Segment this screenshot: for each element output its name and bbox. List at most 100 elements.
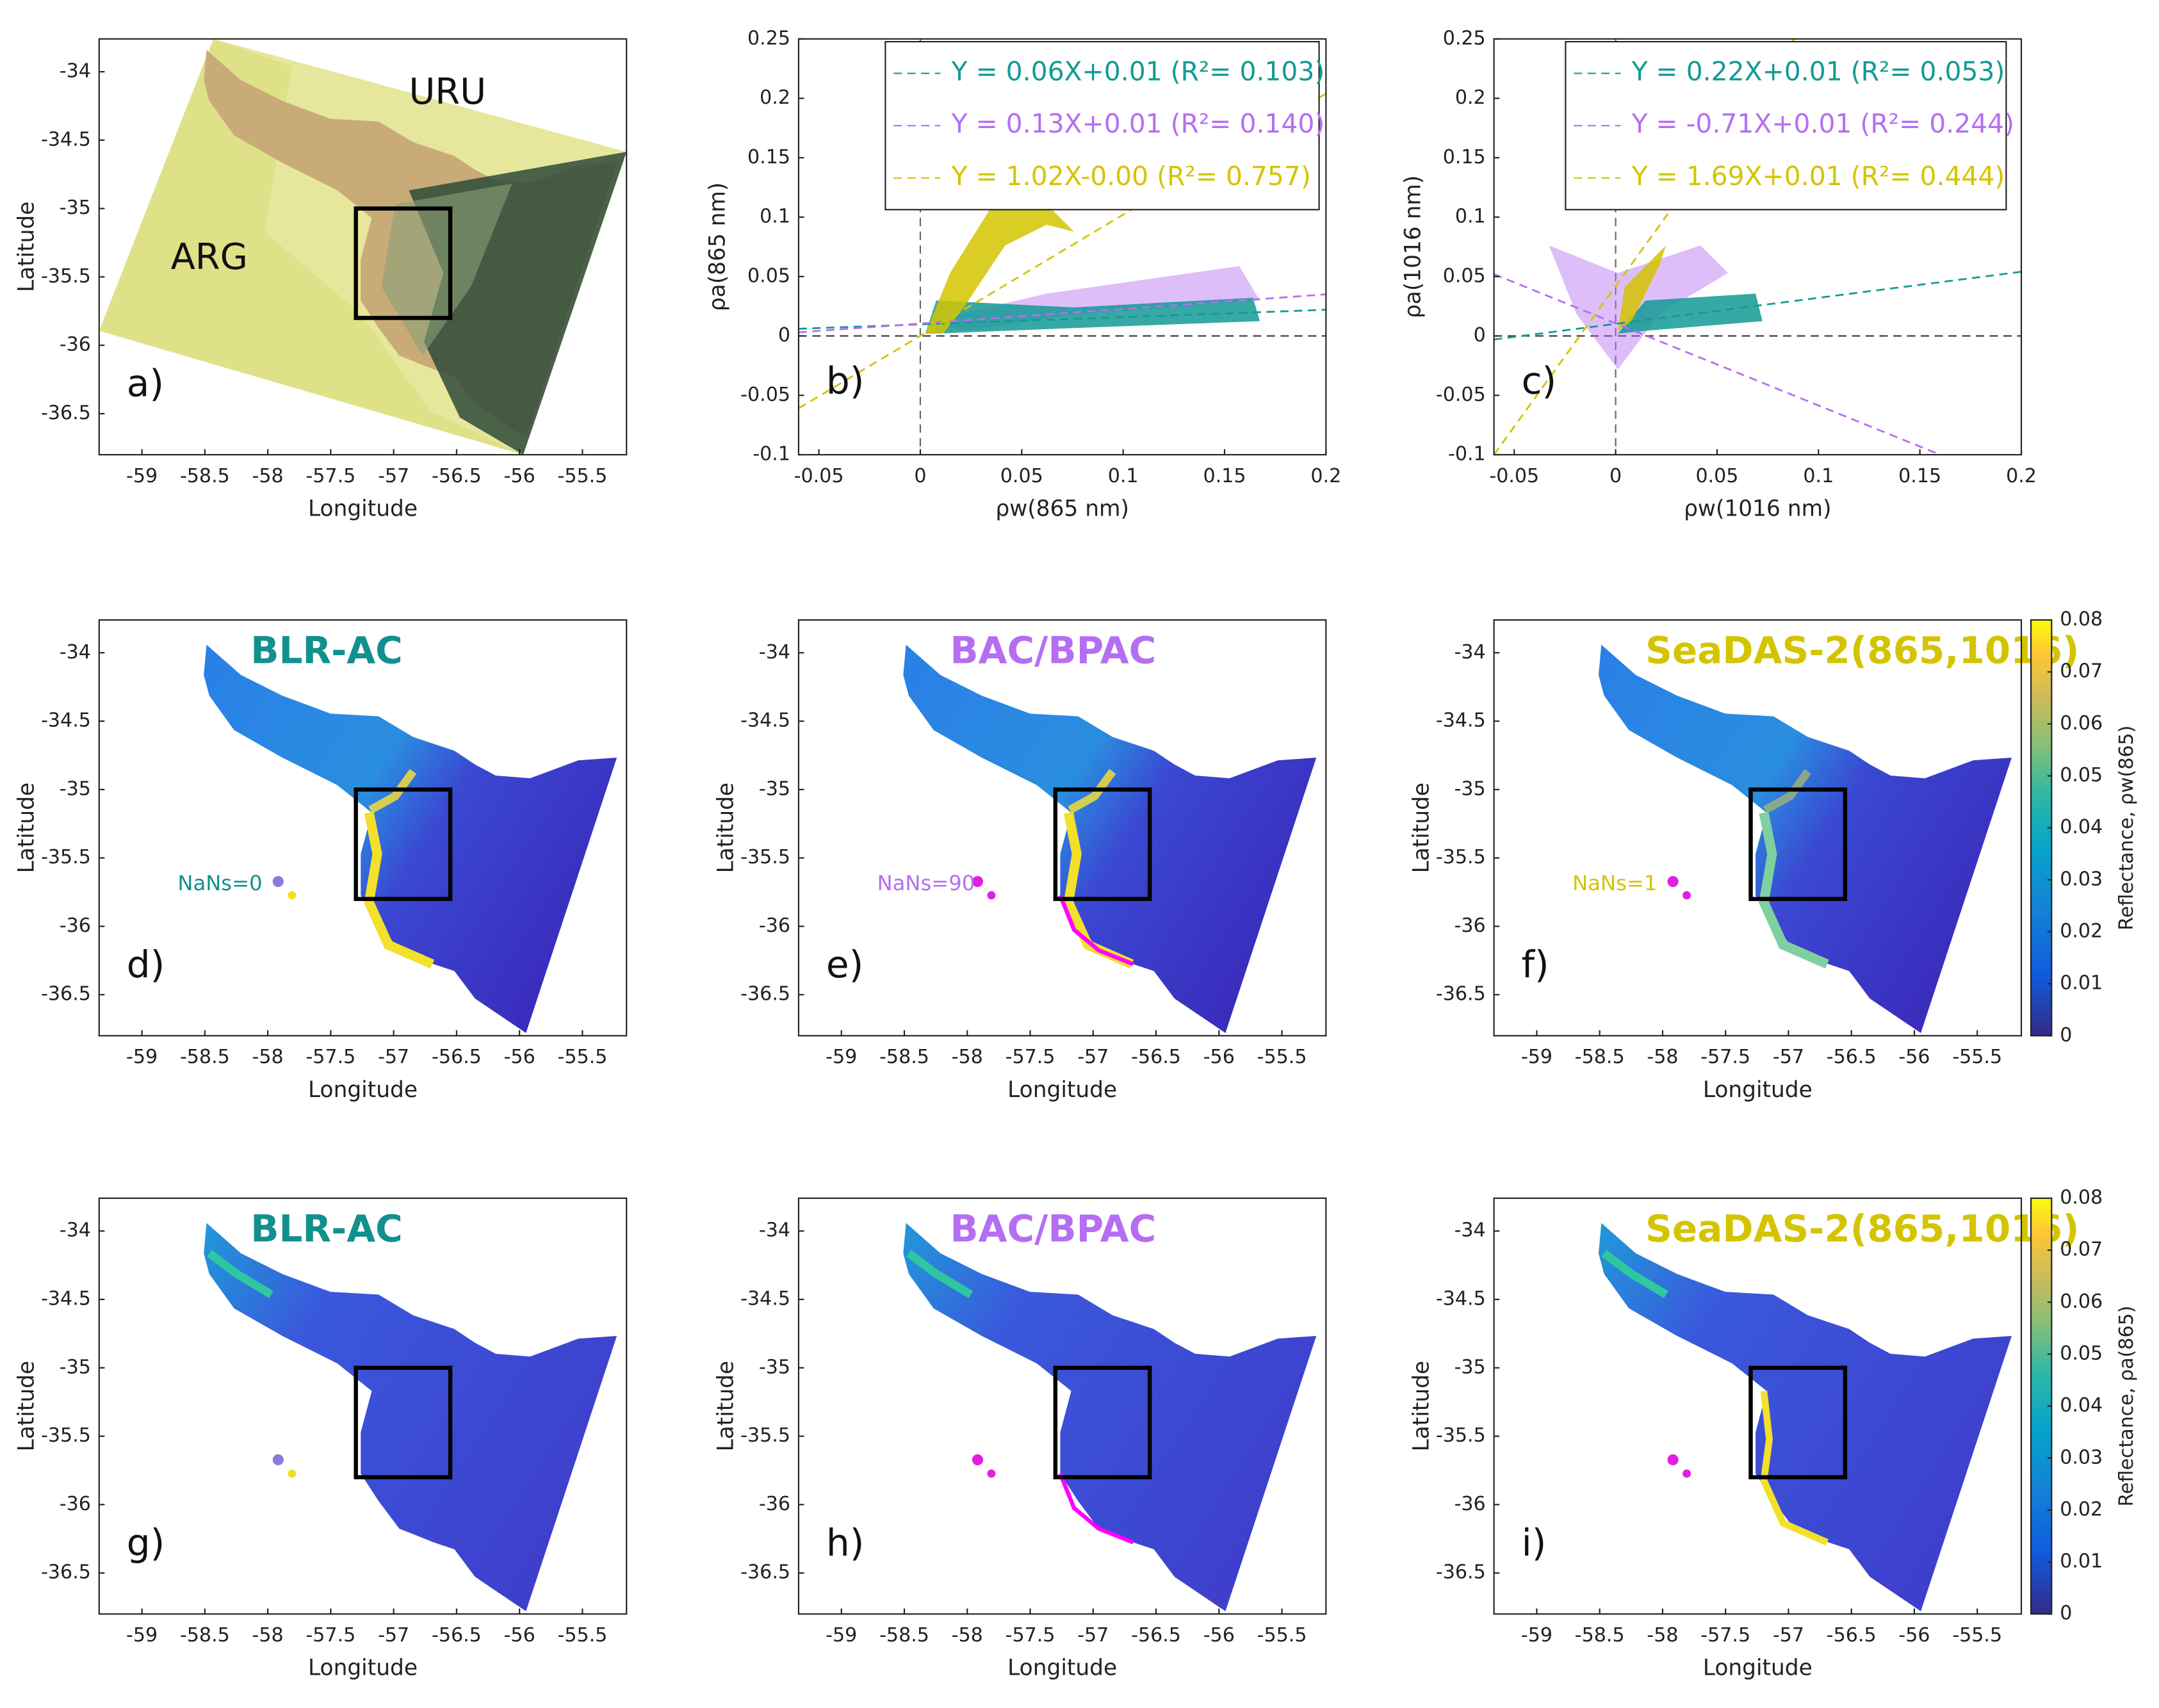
water-mask bbox=[903, 644, 1317, 1033]
map-title: BLR-AC bbox=[250, 1207, 402, 1251]
x-axis-label: Longitude bbox=[308, 1655, 418, 1681]
y-tick-label: -35.5 bbox=[740, 1424, 790, 1447]
island-pixels bbox=[1682, 1469, 1691, 1478]
panel-label: e) bbox=[826, 943, 863, 986]
y-tick-label: 0.15 bbox=[747, 146, 790, 168]
colorbar-tick-label: 0.07 bbox=[2060, 1239, 2103, 1261]
region-box bbox=[1748, 787, 1848, 901]
x-tick-label: -57.5 bbox=[1700, 1046, 1750, 1068]
x-tick-label: -56.5 bbox=[432, 1046, 482, 1068]
island-pixels bbox=[972, 1454, 984, 1466]
legend-entry: Y = 1.69X+0.01 (R²= 0.444) bbox=[1631, 161, 2005, 191]
x-tick-label: -56 bbox=[1203, 1046, 1235, 1068]
region-box bbox=[1053, 787, 1152, 901]
y-tick-label: 0.05 bbox=[1443, 264, 1486, 287]
x-tick-label: -58.5 bbox=[1575, 1624, 1625, 1647]
island-pixels bbox=[288, 1469, 297, 1478]
y-tick-label: -35.5 bbox=[740, 846, 790, 868]
plot-area bbox=[204, 1223, 617, 1611]
island-pixels bbox=[288, 891, 297, 900]
y-tick-label: -34 bbox=[759, 641, 790, 663]
y-axis-label: Latitude bbox=[713, 783, 739, 873]
x-axis-label: Longitude bbox=[1703, 1077, 1813, 1103]
map-title: BAC/BPAC bbox=[950, 629, 1156, 672]
water-mask bbox=[1599, 644, 2012, 1033]
x-tick-label: -55.5 bbox=[557, 1046, 607, 1068]
x-tick-label: -59 bbox=[126, 1624, 158, 1647]
annotation: ARG bbox=[171, 236, 248, 278]
y-tick-label: 0.2 bbox=[1455, 86, 1486, 109]
colorbar-tick-label: 0.06 bbox=[2060, 1290, 2103, 1313]
coastal-front bbox=[206, 1249, 273, 1298]
x-tick-label: 0.2 bbox=[1310, 465, 1341, 487]
point-cloud bbox=[925, 297, 1260, 334]
water-mask bbox=[204, 1223, 617, 1611]
turbid-front bbox=[368, 769, 417, 814]
water-mask bbox=[204, 644, 617, 1033]
x-tick-label: -56 bbox=[504, 1624, 535, 1647]
panel: SeaDAS-2(865,1016)i)-59 -58.5 -58 -57.5 -57-… bbox=[1408, 1186, 2138, 1680]
y-tick-label: -36 bbox=[759, 915, 790, 937]
y-tick-label: -35 bbox=[759, 1356, 790, 1378]
x-tick-label: -58.5 bbox=[1575, 1046, 1625, 1068]
y-tick-label: -34 bbox=[1454, 641, 1486, 663]
x-tick-label: -57.5 bbox=[1006, 1046, 1055, 1068]
panel-label: b) bbox=[826, 359, 864, 402]
map-title: BLR-AC bbox=[250, 629, 402, 672]
legend-entry: Y = 0.13X+0.01 (R²= 0.140) bbox=[951, 108, 1325, 139]
x-tick-label: -59 bbox=[1521, 1046, 1552, 1068]
coastal-front bbox=[1601, 1249, 1668, 1298]
panel: URU ARG a) -59 -58.5 -58 -57.5 -57 -56.5 -56 -55.5… bbox=[13, 38, 628, 522]
x-axis-label: Longitude bbox=[1007, 1077, 1117, 1103]
x-tick-label: -59 bbox=[1521, 1624, 1552, 1647]
y-tick-label: -35 bbox=[759, 777, 790, 800]
x-tick-label: -57 bbox=[378, 465, 409, 487]
x-tick-label: -58 bbox=[252, 465, 284, 487]
y-tick-label: -35.5 bbox=[1436, 846, 1486, 868]
x-tick-label: -58.5 bbox=[879, 1624, 929, 1647]
x-tick-label: -58 bbox=[1647, 1046, 1678, 1068]
plot-area bbox=[204, 644, 617, 1033]
x-tick-label: -55.5 bbox=[557, 1624, 607, 1647]
y-tick-label: 0 bbox=[778, 324, 790, 346]
x-tick-label: -58.5 bbox=[879, 1046, 929, 1068]
colorbar-tick-label: 0.02 bbox=[2060, 1498, 2103, 1520]
colorbar-label: Reflectance, ρa(865) bbox=[2115, 1306, 2138, 1507]
y-tick-label: -34 bbox=[60, 60, 91, 83]
land-texture bbox=[99, 38, 523, 455]
island-pixels bbox=[987, 1469, 996, 1478]
legend-entry: Y = 0.22X+0.01 (R²= 0.053) bbox=[1631, 56, 2005, 87]
y-tick-label: -34.5 bbox=[41, 128, 91, 150]
y-tick-label: -35 bbox=[60, 1356, 91, 1378]
panel-label: h) bbox=[826, 1521, 864, 1565]
y-tick-label: -36.5 bbox=[1436, 983, 1486, 1005]
nan-pixels bbox=[1058, 894, 1134, 966]
x-tick-label: -59 bbox=[826, 1624, 857, 1647]
y-tick-label: -36.5 bbox=[41, 1561, 91, 1584]
x-tick-label: -56 bbox=[504, 1046, 535, 1068]
x-tick-label: -58 bbox=[252, 1624, 284, 1647]
y-tick-label: -36.5 bbox=[1436, 1561, 1486, 1584]
x-tick-label: -57 bbox=[1773, 1624, 1804, 1647]
water-mask bbox=[1599, 1223, 2012, 1611]
panel-label: a) bbox=[127, 362, 164, 405]
x-tick-label: -57 bbox=[378, 1624, 409, 1647]
fit-line bbox=[1494, 270, 2022, 341]
y-tick-label: -36.5 bbox=[740, 1561, 790, 1584]
y-axis-label: Latitude bbox=[1408, 1361, 1434, 1451]
y-tick-label: -34.5 bbox=[41, 1288, 91, 1310]
y-tick-label: -35 bbox=[1454, 1356, 1486, 1378]
x-tick-label: -57 bbox=[1773, 1046, 1804, 1068]
x-tick-label: -55.5 bbox=[1257, 1624, 1307, 1647]
panel: BAC/BPAC NaNs=90 e) -59 -58.5 -58 -57.5 -57 -56.… bbox=[713, 619, 1327, 1103]
x-tick-label: -0.05 bbox=[794, 465, 844, 487]
y-axis-label: Latitude bbox=[713, 1361, 739, 1451]
panel: BAC/BPAC h) -59 -58.5 -58 -57.5 -57 -56.5 -56 -55… bbox=[713, 1197, 1327, 1681]
x-axis-label: Longitude bbox=[308, 1077, 418, 1103]
y-tick-label: -35 bbox=[1454, 777, 1486, 800]
y-tick-label: -36 bbox=[1454, 915, 1486, 937]
panel: SeaDAS-2(865,1016) NaNs=1 f) -59 -58.5 -58 -57… bbox=[1408, 608, 2138, 1103]
x-tick-label: -59 bbox=[826, 1046, 857, 1068]
x-axis-label: ρw(865 nm) bbox=[995, 496, 1129, 522]
